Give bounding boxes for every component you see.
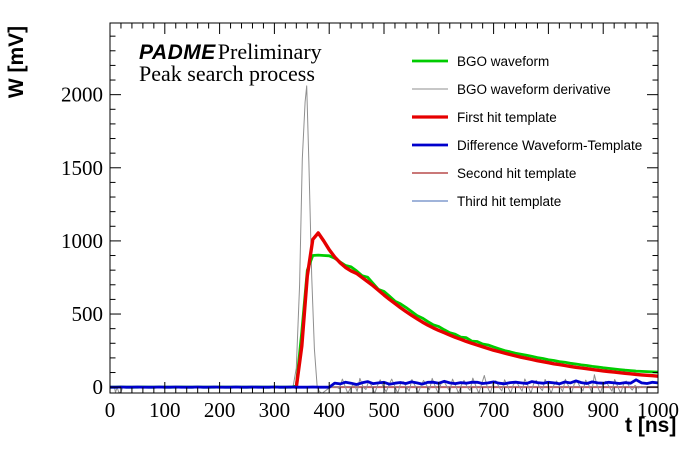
legend-label-second-hit-template: Second hit template (457, 165, 577, 181)
x-tick-label: 500 (368, 398, 400, 422)
legend-swatch-third-hit-template-icon (412, 200, 448, 202)
x-axis-title: t [ns] (625, 414, 677, 437)
legend-label-difference: Difference Waveform-Template (457, 137, 643, 153)
y-tick-label: 500 (72, 302, 104, 326)
legend-label-third-hit-template: Third hit template (457, 193, 562, 209)
axis-ticks (109, 23, 659, 393)
x-tick-label: 800 (533, 398, 565, 422)
x-tick-label: 100 (149, 398, 181, 422)
x-tick-label: 700 (478, 398, 510, 422)
x-tick-label: 400 (313, 398, 345, 422)
y-tick-label: 1500 (61, 156, 103, 180)
plot-subtitle: Peak search process (139, 61, 315, 86)
legend-swatch-difference-icon (412, 143, 448, 147)
legend-swatch-bgo-waveform-icon (412, 59, 448, 63)
legend: BGO waveform BGO waveform derivative Fir… (409, 47, 642, 215)
legend-item-bgo-waveform: BGO waveform (409, 47, 642, 75)
legend-label-first-hit-template: First hit template (457, 109, 557, 125)
legend-swatch-second-hit-template-icon (412, 172, 448, 174)
x-tick-label: 0 (105, 398, 116, 422)
legend-swatch-first-hit-template-icon (412, 115, 448, 119)
preliminary-label: Preliminary (217, 39, 322, 64)
legend-item-bgo-derivative: BGO waveform derivative (409, 75, 642, 103)
x-tick-label: 1000 (637, 398, 679, 422)
plot-title: PADMEPreliminary (139, 39, 322, 65)
y-tick-label: 2000 (61, 83, 103, 107)
legend-label-bgo-waveform: BGO waveform (457, 53, 550, 69)
curve-first-hit-template (294, 231, 658, 389)
legend-label-bgo-derivative: BGO waveform derivative (457, 81, 611, 97)
legend-item-third-hit-template: Third hit template (409, 187, 642, 215)
legend-item-difference-waveform-template: Difference Waveform-Template (409, 131, 642, 159)
x-tick-label: 900 (587, 398, 619, 422)
x-tick-label: 600 (423, 398, 455, 422)
legend-item-first-hit-template: First hit template (409, 103, 642, 131)
y-tick-label: 1000 (61, 229, 103, 253)
x-tick-label: 200 (204, 398, 236, 422)
x-tick-label: 300 (259, 398, 291, 422)
experiment-label: PADME (139, 41, 216, 64)
legend-item-second-hit-template: Second hit template (409, 159, 642, 187)
y-tick-label: 0 (93, 375, 104, 399)
y-axis-title: W [mV] (5, 25, 28, 99)
legend-swatch-bgo-derivative-icon (412, 88, 448, 90)
